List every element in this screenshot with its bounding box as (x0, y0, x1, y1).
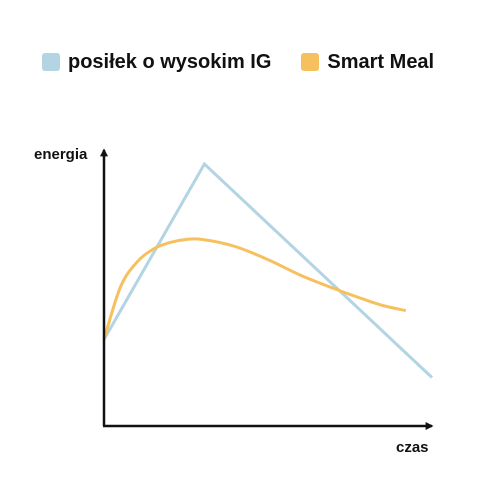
y-axis-label: energia (34, 146, 88, 163)
series-line-smart-meal (102, 237, 407, 340)
legend-item-high-gi: posiłek o wysokim IG (42, 51, 271, 74)
legend-item-smart-meal: Smart Meal (301, 51, 434, 74)
legend-label-high-gi: posiłek o wysokim IG (68, 50, 272, 73)
series-layer (102, 161, 434, 379)
legend: posiłek o wysokim IG Smart Meal (42, 50, 452, 74)
series-line-high-gi (102, 161, 434, 379)
legend-swatch-smart-meal (301, 53, 320, 71)
legend-label-smart-meal: Smart Meal (327, 50, 435, 73)
legend-swatch-high-gi (42, 53, 60, 71)
x-axis-label: czas (396, 439, 429, 456)
